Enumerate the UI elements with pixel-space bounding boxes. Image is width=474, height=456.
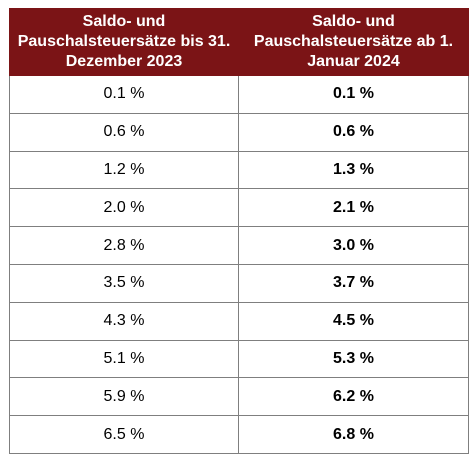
old-rate-cell: 5.1 % <box>9 339 239 379</box>
new-rate-cell: 4.5 % <box>238 301 469 341</box>
table-row: 6.5 % 6.8 % <box>9 415 469 454</box>
header-row: Saldo- und Pauschalsteuersätze bis 31. D… <box>9 8 469 76</box>
old-rate-cell: 3.5 % <box>9 263 239 303</box>
new-rate-cell: 0.6 % <box>238 112 469 152</box>
new-rate-cell: 3.0 % <box>238 226 469 265</box>
new-rate-cell: 5.3 % <box>238 339 469 379</box>
table-row: 0.6 % 0.6 % <box>9 112 469 152</box>
table-row: 4.3 % 4.5 % <box>9 301 469 341</box>
table-row: 1.2 % 1.3 % <box>9 150 469 190</box>
table-row: 0.1 % 0.1 % <box>9 75 469 114</box>
old-rate-cell: 2.0 % <box>9 188 239 228</box>
header-new-rates: Saldo- und Pauschalsteuersätze ab 1. Jan… <box>238 8 469 76</box>
old-rate-cell: 6.5 % <box>9 415 239 454</box>
old-rate-cell: 2.8 % <box>9 226 239 265</box>
new-rate-cell: 1.3 % <box>238 150 469 190</box>
new-rate-cell: 6.2 % <box>238 377 469 417</box>
tax-rate-table: Saldo- und Pauschalsteuersätze bis 31. D… <box>9 8 469 454</box>
old-rate-cell: 5.9 % <box>9 377 239 417</box>
table-row: 5.1 % 5.3 % <box>9 339 469 379</box>
old-rate-cell: 1.2 % <box>9 150 239 190</box>
new-rate-cell: 0.1 % <box>238 75 469 114</box>
table-row: 2.8 % 3.0 % <box>9 226 469 265</box>
header-old-rates: Saldo- und Pauschalsteuersätze bis 31. D… <box>9 8 239 76</box>
table-row: 5.9 % 6.2 % <box>9 377 469 417</box>
table-row: 3.5 % 3.7 % <box>9 263 469 303</box>
old-rate-cell: 0.6 % <box>9 112 239 152</box>
table-row: 2.0 % 2.1 % <box>9 188 469 228</box>
new-rate-cell: 3.7 % <box>238 263 469 303</box>
old-rate-cell: 4.3 % <box>9 301 239 341</box>
new-rate-cell: 2.1 % <box>238 188 469 228</box>
new-rate-cell: 6.8 % <box>238 415 469 454</box>
old-rate-cell: 0.1 % <box>9 75 239 114</box>
